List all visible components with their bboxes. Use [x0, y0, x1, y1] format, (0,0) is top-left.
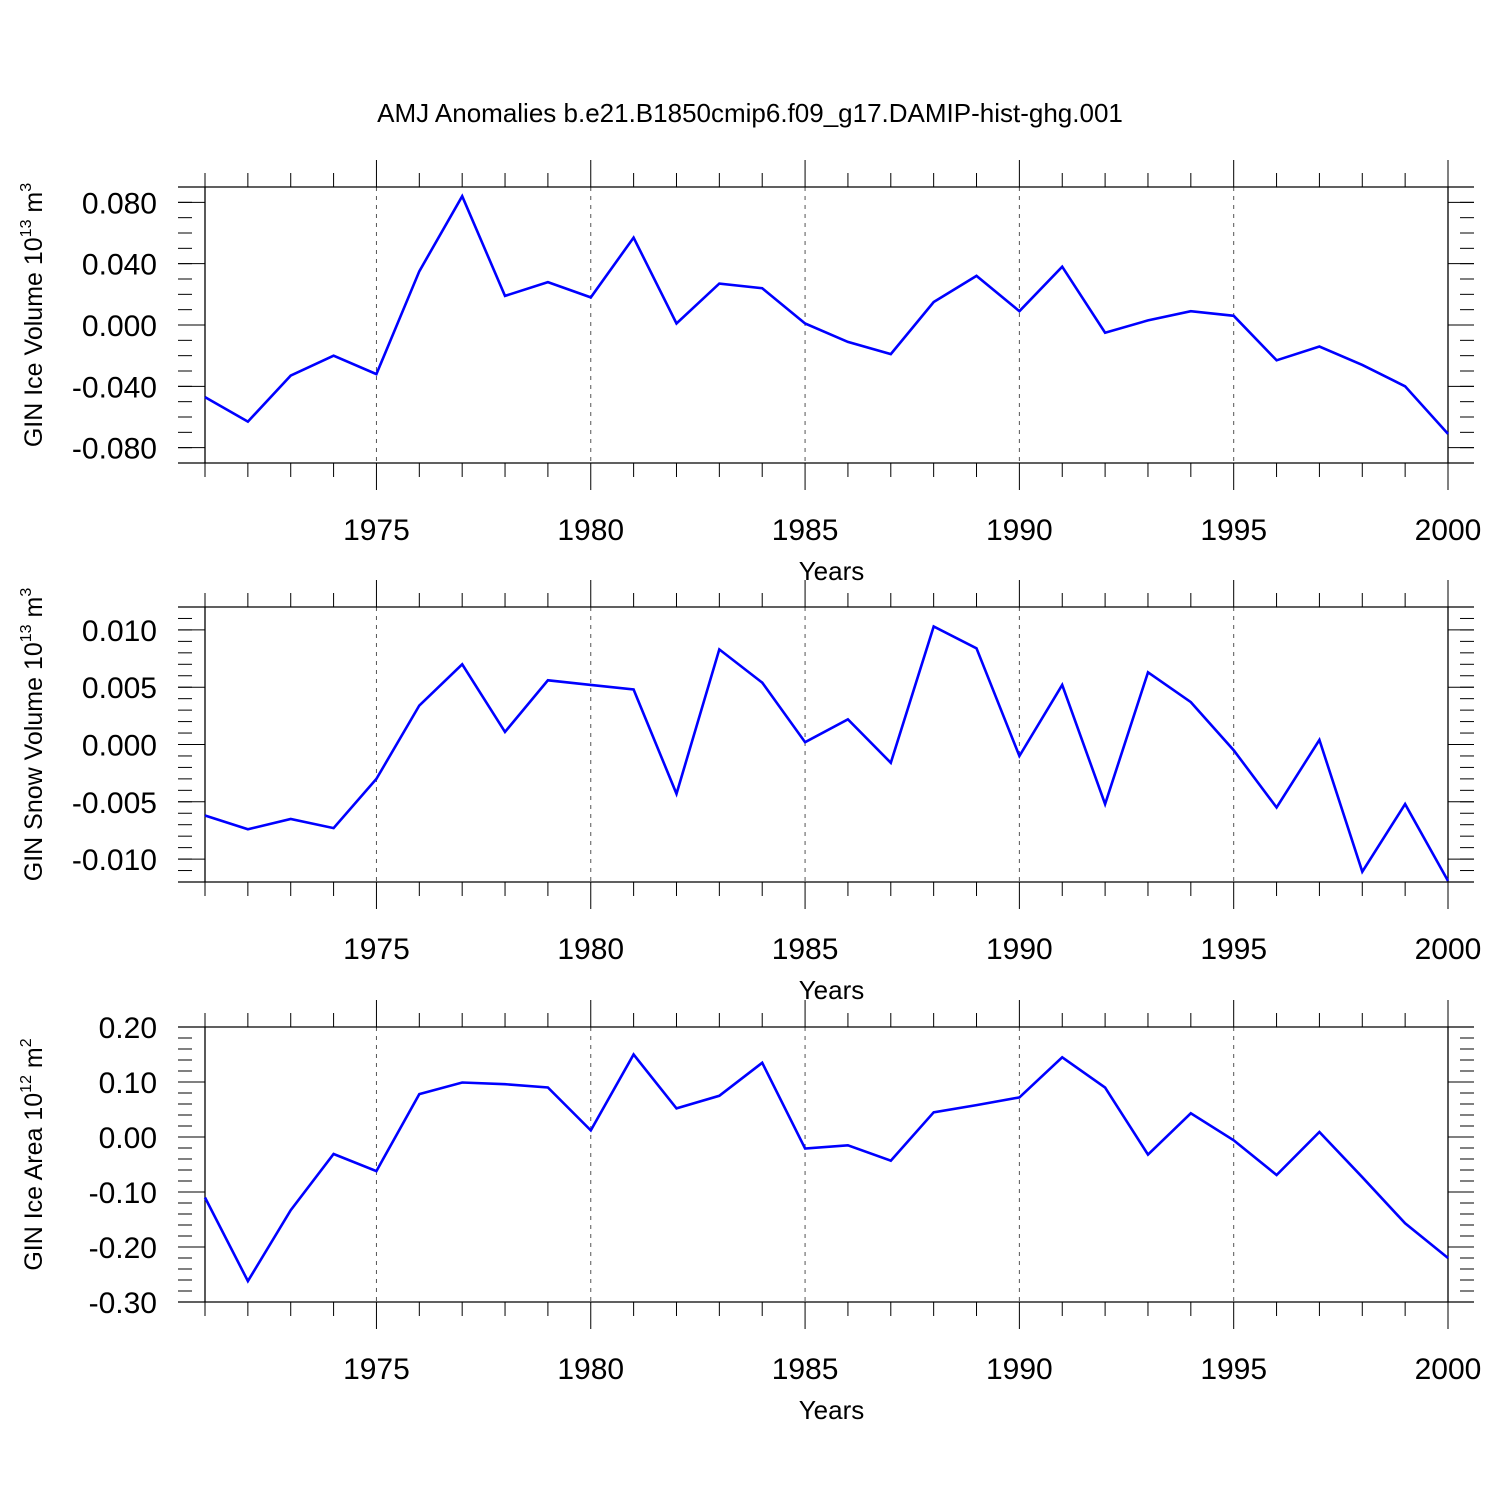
y-tick-label: 0.010: [82, 615, 157, 648]
x-tick-label: 1975: [343, 1353, 410, 1386]
x-tick-label: 1975: [343, 933, 410, 966]
x-tick-label: 1995: [1200, 933, 1267, 966]
y-tick-label: 0.080: [82, 187, 157, 220]
y-tick-label: -0.20: [89, 1232, 157, 1265]
y-tick-label: -0.040: [72, 371, 157, 404]
x-tick-label: 1995: [1200, 514, 1267, 547]
x-tick-label: 1985: [772, 1353, 839, 1386]
y-tick-label: 0.20: [99, 1012, 157, 1045]
figure-title: AMJ Anomalies b.e21.B1850cmip6.f09_g17.D…: [377, 98, 1123, 128]
series-line: [204, 624, 1450, 882]
x-axis-label: Years: [799, 556, 865, 586]
x-tick-label: 2000: [1415, 1353, 1482, 1386]
y-tick-label: 0.040: [82, 249, 157, 282]
y-axis-label: GIN Snow Volume 1013 m3: [18, 588, 48, 882]
panel-snow-volume: 0.010 0.005 0.000 -0.005 -0.010 1975 1980 1985 1…: [18, 580, 1481, 1005]
x-tick-label: 1985: [772, 933, 839, 966]
y-tick-label: 0.000: [82, 310, 157, 343]
x-axis-label: Years: [799, 975, 865, 1005]
y-tick-label: -0.080: [72, 433, 157, 466]
x-tick-label: 1995: [1200, 1353, 1267, 1386]
panel-ice-volume: 0.080 0.040 0.000 -0.040 -0.080 1975 1980 1985 1…: [18, 160, 1481, 586]
y-tick-label: 0.000: [82, 730, 157, 763]
series-line: [204, 193, 1449, 435]
y-tick-label: 0.005: [82, 672, 157, 705]
x-tick-label: 1975: [343, 514, 410, 547]
x-tick-label: 1980: [557, 1353, 624, 1386]
x-tick-label: 1990: [986, 933, 1053, 966]
y-tick-label: -0.10: [89, 1177, 157, 1210]
y-tick-label: -0.010: [72, 844, 157, 877]
x-tick-label: 2000: [1415, 514, 1482, 547]
x-tick-label: 1980: [557, 514, 624, 547]
x-tick-label: 2000: [1415, 933, 1482, 966]
y-tick-label: -0.005: [72, 787, 157, 820]
x-tick-label: 1985: [772, 514, 839, 547]
y-axis-label: GIN Ice Volume 1013 m3: [18, 183, 48, 447]
series-line: [203, 1052, 1449, 1284]
y-tick-label: 0.00: [99, 1122, 157, 1155]
x-tick-label: 1980: [557, 933, 624, 966]
panel-ice-area: 0.20 0.10 0.00 -0.10 -0.20 -0.30 1975 1980 1985 1…: [18, 1000, 1481, 1425]
x-axis-label: Years: [799, 1395, 865, 1425]
x-tick-label: 1990: [986, 1353, 1053, 1386]
y-tick-label: -0.30: [89, 1287, 157, 1320]
y-axis-label: GIN Ice Area 1012 m2: [18, 1038, 48, 1270]
x-tick-label: 1990: [986, 514, 1053, 547]
y-tick-label: 0.10: [99, 1067, 157, 1100]
